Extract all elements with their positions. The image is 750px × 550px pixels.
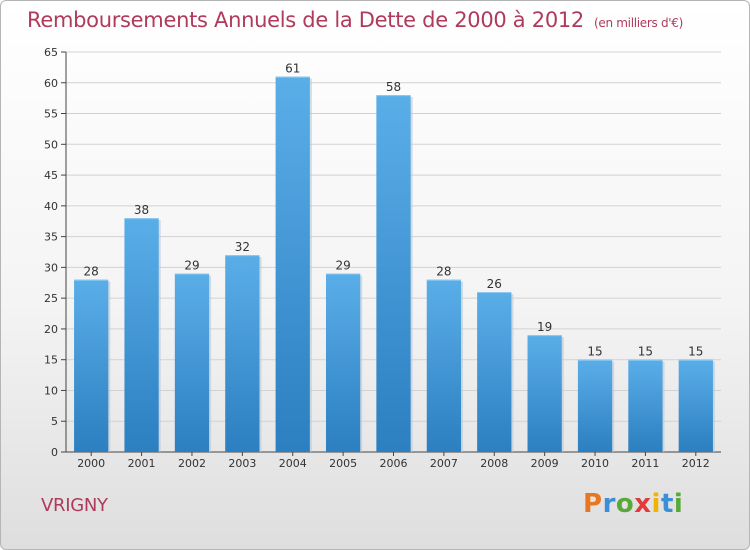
y-tick-label: 25 xyxy=(44,292,58,305)
x-tick-label-2006: 2006 xyxy=(380,457,408,470)
unit-label: (en milliers d'€) xyxy=(594,16,684,30)
y-tick-label: 35 xyxy=(44,231,58,244)
x-tick-label-2011: 2011 xyxy=(631,457,659,470)
logo-letter: x xyxy=(634,489,652,519)
x-tick-label-2005: 2005 xyxy=(329,457,357,470)
y-tick-label: 60 xyxy=(44,77,58,90)
data-label-2004: 61 xyxy=(285,62,300,76)
y-tick-label: 10 xyxy=(44,384,58,397)
y-tick-label: 45 xyxy=(44,169,58,182)
bar-2008 xyxy=(477,292,512,452)
x-tick-label-2001: 2001 xyxy=(128,457,156,470)
logo-letter: o xyxy=(615,489,635,519)
data-label-2009: 19 xyxy=(537,320,552,334)
x-tick-label-2007: 2007 xyxy=(430,457,458,470)
y-tick-label: 0 xyxy=(51,446,58,459)
x-tick-label-2010: 2010 xyxy=(581,457,609,470)
bar-2010 xyxy=(577,359,613,452)
x-tick-label-2000: 2000 xyxy=(77,457,105,470)
y-tick-label: 20 xyxy=(44,323,58,336)
data-label-2010: 15 xyxy=(587,345,602,359)
bar-2000 xyxy=(74,279,109,452)
logo-letter: P xyxy=(583,489,603,519)
logo-letter: i xyxy=(651,489,661,519)
y-tick-label: 15 xyxy=(44,354,58,367)
bar-2002 xyxy=(174,273,210,452)
place-name: VRIGNY xyxy=(41,495,108,516)
bar-2006 xyxy=(376,95,411,453)
bar-2005 xyxy=(325,273,361,452)
bar-2003 xyxy=(225,255,260,452)
x-tick-label-2002: 2002 xyxy=(178,457,206,470)
data-label-2003: 32 xyxy=(235,240,250,254)
data-label-2012: 15 xyxy=(688,345,703,359)
y-tick-label: 40 xyxy=(44,200,58,213)
data-label-2011: 15 xyxy=(638,345,653,359)
title-text: Remboursements Annuels de la Dette de 20… xyxy=(27,8,584,32)
x-tick-label-2008: 2008 xyxy=(480,457,508,470)
x-tick-label-2003: 2003 xyxy=(228,457,256,470)
y-tick-label: 65 xyxy=(44,46,58,59)
logo-letter: r xyxy=(602,489,616,519)
logo-letter: t xyxy=(660,489,674,519)
y-tick-label: 5 xyxy=(51,415,58,428)
logo-letter: i xyxy=(673,489,684,519)
bar-2011 xyxy=(628,359,663,452)
x-tick-label-2012: 2012 xyxy=(682,457,710,470)
data-label-2002: 29 xyxy=(184,259,199,273)
bar-2007 xyxy=(426,279,462,452)
data-label-2007: 28 xyxy=(436,265,451,279)
data-label-2008: 26 xyxy=(487,277,502,291)
x-tick-label-2009: 2009 xyxy=(531,457,559,470)
bar-2009 xyxy=(527,335,562,452)
y-tick-label: 55 xyxy=(44,108,58,121)
data-label-2001: 38 xyxy=(134,203,149,217)
chart-title: Remboursements Annuels de la Dette de 20… xyxy=(27,8,683,32)
bar-2004 xyxy=(275,76,310,452)
x-tick-label-2004: 2004 xyxy=(279,457,307,470)
proxiti-logo: Proxiti xyxy=(583,489,683,519)
y-tick-label: 30 xyxy=(44,261,58,274)
bar-2001 xyxy=(124,218,159,452)
y-tick-label: 50 xyxy=(44,138,58,151)
bar-2012 xyxy=(678,359,713,452)
data-label-2000: 28 xyxy=(84,265,99,279)
data-label-2005: 29 xyxy=(335,259,350,273)
data-label-2006: 58 xyxy=(386,80,401,94)
